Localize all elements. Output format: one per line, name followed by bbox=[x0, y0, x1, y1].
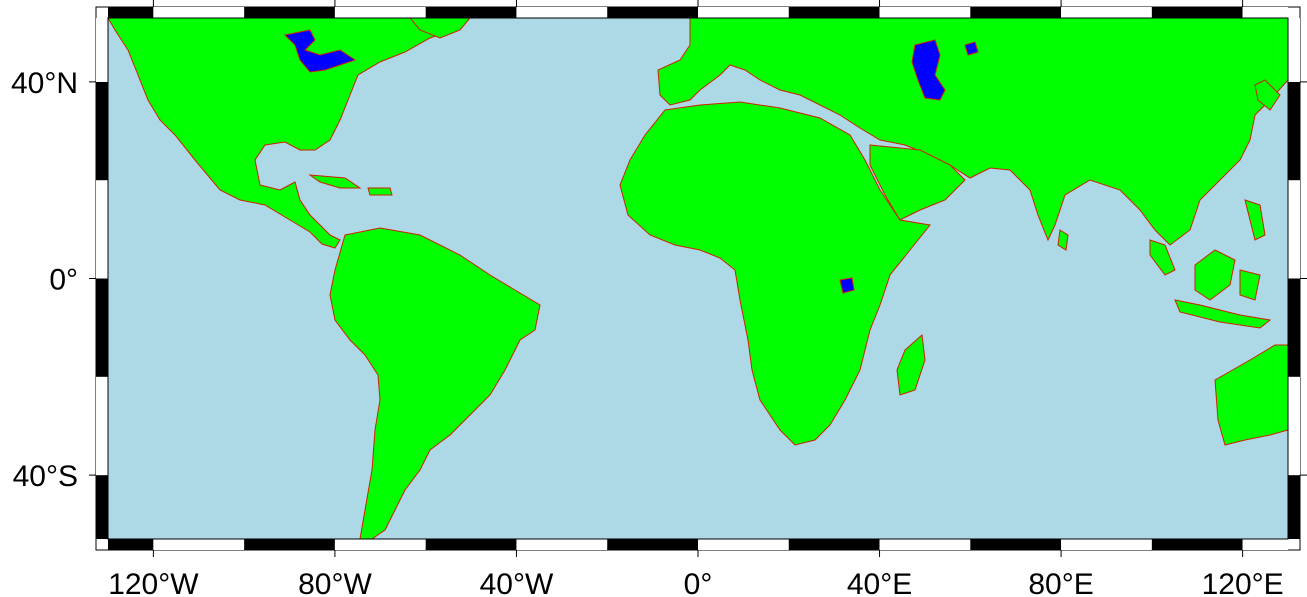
frame-bar-top bbox=[1151, 7, 1243, 18]
lake-victoria bbox=[839, 277, 855, 294]
landmass-australia bbox=[1214, 344, 1289, 446]
frame-bar-bottom bbox=[879, 539, 971, 550]
frame-bar-right bbox=[1288, 18, 1300, 82]
frame-bar-bottom bbox=[244, 539, 335, 550]
frame-bar-bottom bbox=[108, 539, 154, 550]
frame-bar-top bbox=[334, 7, 426, 18]
landmass-japan bbox=[1254, 79, 1281, 111]
frame-bar-top bbox=[108, 7, 154, 18]
frame-bar-bottom bbox=[425, 539, 517, 550]
landmass-hispaniola bbox=[367, 187, 393, 196]
frame-bar-bottom bbox=[153, 539, 245, 550]
frame-bar-bottom bbox=[334, 539, 426, 550]
map-inner-border bbox=[107, 17, 1289, 540]
frame-bar-left bbox=[96, 475, 108, 539]
landmass-madagascar bbox=[896, 333, 926, 396]
frame-bar-bottom bbox=[516, 539, 608, 550]
frame-bar-top bbox=[1242, 7, 1288, 18]
y-tick-label: 40°N bbox=[11, 67, 78, 100]
frame-bar-left bbox=[96, 376, 108, 476]
y-tick-label: 0° bbox=[49, 264, 78, 297]
frame-bar-top bbox=[425, 7, 517, 18]
x-tick-label: 80°W bbox=[298, 568, 372, 597]
frame-bar-right bbox=[1288, 278, 1300, 377]
landmass-sri-lanka bbox=[1057, 229, 1069, 251]
frame-bar-bottom bbox=[1151, 539, 1243, 550]
lake-aral-sea bbox=[964, 41, 979, 56]
frame-bar-right bbox=[1288, 376, 1300, 476]
frame-bar-left bbox=[96, 180, 108, 279]
landmass-cuba bbox=[308, 174, 362, 189]
frame-bar-bottom bbox=[698, 539, 789, 550]
x-tick-label: 0° bbox=[684, 568, 713, 597]
frame-bar-top bbox=[516, 7, 608, 18]
frame-bar-right bbox=[1288, 475, 1300, 539]
frame-bar-bottom bbox=[970, 539, 1062, 550]
landmasses bbox=[107, 17, 1289, 540]
frame-bar-right bbox=[1288, 180, 1300, 279]
x-tick-label: 40°E bbox=[847, 568, 912, 597]
landmass-europe-asia bbox=[657, 17, 1289, 246]
frame-bar-left bbox=[96, 81, 108, 181]
landmass-africa bbox=[619, 101, 931, 446]
lake-great-lakes bbox=[283, 29, 357, 73]
latitude-labels: 40°N 0° 40°S bbox=[11, 67, 78, 493]
frame-bar-right bbox=[1288, 81, 1300, 181]
frame-bar-top bbox=[879, 7, 971, 18]
frame-bar-top bbox=[698, 7, 789, 18]
frame-bar-bottom bbox=[1242, 539, 1288, 550]
frame-bar-top bbox=[1061, 7, 1152, 18]
frame-bar-top bbox=[788, 7, 880, 18]
x-tick-label: 80°E bbox=[1028, 568, 1093, 597]
frame-ticks bbox=[89, 0, 1307, 557]
lake-caspian-sea bbox=[911, 39, 946, 101]
landmass-north-america bbox=[107, 17, 472, 249]
frame-bar-top bbox=[153, 7, 245, 18]
landmass-arabia bbox=[869, 144, 966, 221]
landmass-southeast-asia-islands bbox=[1149, 199, 1272, 329]
frame-bar-bottom bbox=[1061, 539, 1152, 550]
y-tick-label: 40°S bbox=[13, 460, 78, 493]
frame-bar-top bbox=[970, 7, 1062, 18]
frame-bar-top bbox=[244, 7, 335, 18]
frame-bar-bottom bbox=[607, 539, 698, 550]
longitude-labels: 120°W 80°W 40°W 0° 40°E 80°E 120°E bbox=[108, 568, 1283, 597]
frame-bar-bottom bbox=[788, 539, 880, 550]
landmass-south-america bbox=[329, 227, 541, 540]
x-tick-label: 120°E bbox=[1202, 568, 1284, 597]
x-tick-label: 40°W bbox=[480, 568, 554, 597]
lakes bbox=[283, 29, 979, 294]
x-tick-label: 120°W bbox=[108, 568, 199, 597]
frame-bar-top bbox=[607, 7, 698, 18]
frame-bar-left bbox=[96, 18, 108, 82]
frame-bar-left bbox=[96, 278, 108, 377]
